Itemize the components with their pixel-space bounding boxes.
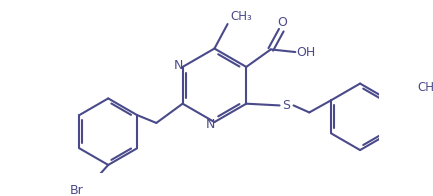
Text: N: N bbox=[205, 118, 215, 131]
Text: Br: Br bbox=[70, 184, 84, 196]
Text: N: N bbox=[174, 59, 183, 72]
Text: OH: OH bbox=[296, 45, 315, 59]
Text: CH₃: CH₃ bbox=[417, 81, 433, 94]
Text: S: S bbox=[283, 99, 291, 112]
Text: O: O bbox=[277, 16, 287, 29]
Text: CH₃: CH₃ bbox=[230, 10, 252, 23]
